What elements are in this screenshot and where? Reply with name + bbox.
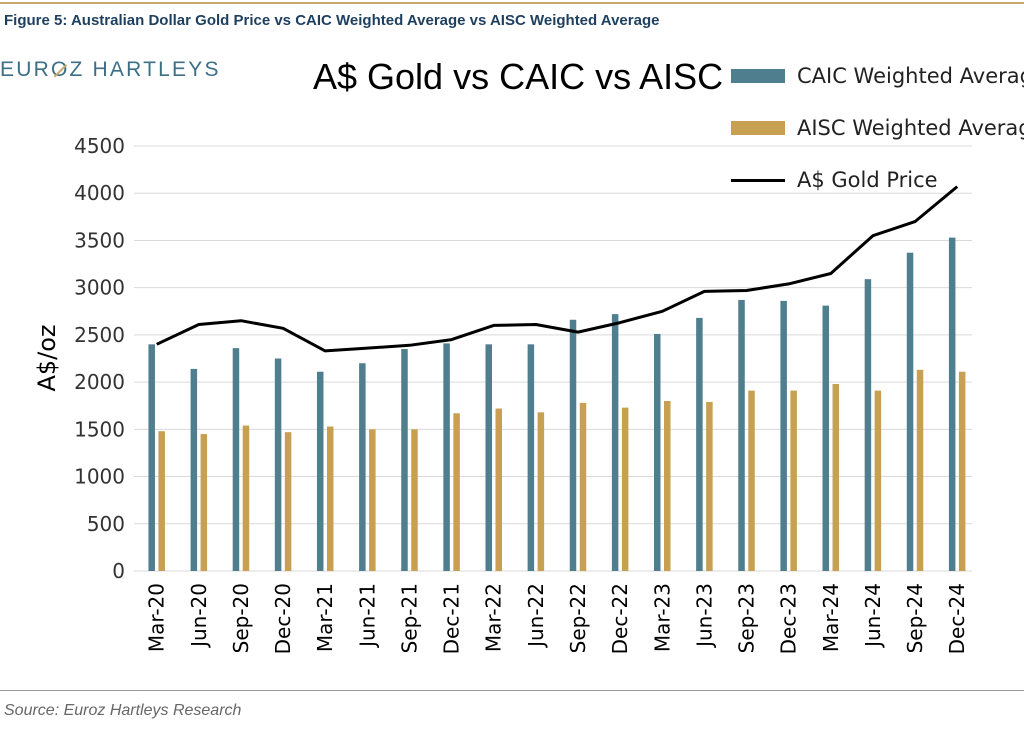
gold-price-series-line xyxy=(156,185,959,353)
y-axis-label: A$/oz xyxy=(33,324,61,391)
aisc-bar xyxy=(200,434,208,571)
legend-label-caic: CAIC Weighted Average xyxy=(797,64,1024,88)
aisc-bar xyxy=(495,408,502,571)
aisc-bar xyxy=(664,401,671,571)
logo-text-a: EUR xyxy=(0,58,51,81)
aisc-bar xyxy=(411,429,418,571)
aisc-bar xyxy=(874,390,882,571)
figure-caption: Figure 5: Australian Dollar Gold Price v… xyxy=(4,12,660,29)
chart-title: A$ Gold vs CAIC vs AISC xyxy=(313,56,724,97)
aisc-bar xyxy=(242,425,250,571)
y-tick-label: 4000 xyxy=(74,181,125,205)
x-tick-label: Mar-23 xyxy=(650,583,674,652)
aisc-bar xyxy=(158,431,165,571)
caic-bar xyxy=(443,343,450,571)
legend-swatch-caic xyxy=(731,69,785,83)
caic-bar xyxy=(569,319,577,571)
legend-swatch-aisc xyxy=(731,121,785,135)
x-tick-label: Dec-24 xyxy=(945,583,969,654)
caic-bar xyxy=(738,299,745,571)
x-tick-label: Jun-22 xyxy=(524,583,548,649)
caic-bar xyxy=(527,344,535,571)
legend-line-gold xyxy=(731,178,785,182)
aisc-bar xyxy=(790,390,797,571)
aisc-bar xyxy=(706,401,713,571)
caic-bar xyxy=(274,358,282,571)
aisc-bar xyxy=(916,369,924,571)
caic-bar xyxy=(906,252,914,571)
legend-item-aisc: AISC Weighted Average xyxy=(731,116,1024,140)
caic-bar xyxy=(401,349,408,571)
aisc-bar xyxy=(748,390,755,571)
y-tick-label: 1500 xyxy=(74,417,125,441)
axis-ticks: 0 500 1000 1500 2000 2500 3000 3500 4000 4500 Mar-… xyxy=(74,134,969,654)
y-tick-label: 500 xyxy=(87,512,125,536)
x-tick-label: Mar-21 xyxy=(313,583,337,652)
chart-plot: 0 500 1000 1500 2000 2500 3000 3500 4000 4500 Mar-… xyxy=(33,134,972,654)
x-tick-label: Mar-22 xyxy=(482,583,506,652)
aisc-bar xyxy=(958,371,966,571)
x-tick-label: Sep-20 xyxy=(229,583,253,653)
aisc-bar xyxy=(537,412,545,571)
y-tick-label: 0 xyxy=(112,559,125,583)
y-tick-label: 4500 xyxy=(74,134,125,158)
x-tick-label: Sep-22 xyxy=(566,583,590,653)
gold-price-line xyxy=(156,185,959,353)
bottom-rule xyxy=(0,690,1024,691)
aisc-bar xyxy=(579,402,587,571)
aisc-bar xyxy=(832,384,840,571)
caic-bar xyxy=(316,371,324,571)
x-tick-label: Dec-23 xyxy=(777,583,801,654)
logo-o-slash: O xyxy=(50,58,70,81)
caic-bar xyxy=(190,368,198,571)
bars xyxy=(148,237,966,571)
legend-item-gold: A$ Gold Price xyxy=(731,168,938,192)
legend-label-aisc: AISC Weighted Average xyxy=(797,116,1024,140)
caic-bar xyxy=(864,279,872,571)
aisc-bar xyxy=(621,407,629,571)
x-tick-label: Dec-22 xyxy=(608,583,632,654)
y-tick-label: 1000 xyxy=(74,465,125,489)
x-tick-label: Mar-24 xyxy=(819,583,843,652)
euroz-hartleys-logo: EUROZ HARTLEYS xyxy=(0,58,221,82)
x-tick-label: Jun-23 xyxy=(692,583,716,649)
caic-bar xyxy=(232,348,240,571)
caic-bar xyxy=(359,363,366,571)
x-tick-label: Sep-24 xyxy=(903,583,927,653)
aisc-bar xyxy=(326,426,334,571)
caic-bar xyxy=(611,314,619,571)
y-tick-label: 3500 xyxy=(74,228,125,252)
gridlines xyxy=(134,145,972,572)
source-note: Source: Euroz Hartleys Research xyxy=(4,702,242,719)
caic-bar xyxy=(696,317,703,571)
y-tick-label: 2500 xyxy=(74,323,125,347)
legend-label-gold: A$ Gold Price xyxy=(797,168,938,192)
caic-bar xyxy=(148,344,155,571)
x-tick-label: Sep-21 xyxy=(397,583,421,653)
x-tick-label: Sep-23 xyxy=(735,583,759,653)
logo-text-b: Z HARTLEYS xyxy=(69,58,221,81)
x-tick-label: Dec-21 xyxy=(440,583,464,654)
x-tick-label: Mar-20 xyxy=(145,583,169,652)
y-tick-label: 2000 xyxy=(74,370,125,394)
caic-bar xyxy=(780,300,787,571)
x-tick-label: Dec-20 xyxy=(271,583,295,654)
caic-bar xyxy=(654,333,661,571)
top-rule xyxy=(0,2,1024,4)
x-tick-label: Jun-21 xyxy=(355,583,379,649)
aisc-bar xyxy=(284,432,292,571)
caic-bar xyxy=(822,305,830,571)
x-tick-label: Jun-24 xyxy=(861,583,885,649)
y-tick-label: 3000 xyxy=(74,276,125,300)
caic-bar xyxy=(485,344,492,571)
x-tick-label: Jun-20 xyxy=(187,583,211,649)
caic-bar xyxy=(948,237,956,571)
aisc-bar xyxy=(369,429,376,571)
aisc-bar xyxy=(453,413,460,571)
legend-item-caic: CAIC Weighted Average xyxy=(731,64,1024,88)
